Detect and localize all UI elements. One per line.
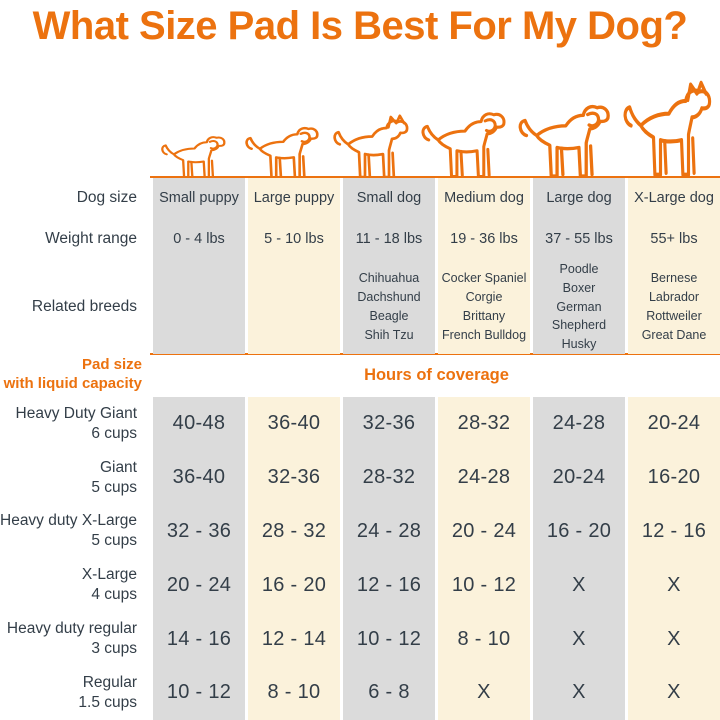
hours-cell: 32-36 [343,397,435,451]
hours-cell: X [628,612,720,666]
pad-capacity: 1.5 cups [78,693,137,711]
table-row-heavy-duty-regular: Heavy duty regular 3 cups 14 - 16 12 - 1… [0,612,720,666]
medium-dog-icon [421,112,506,179]
hours-cell: 20 - 24 [438,504,530,559]
page-title: What Size Pad Is Best For My Dog? [32,3,688,48]
pad-name: Giant [99,458,137,476]
hours-cell: 6 - 8 [343,665,435,720]
weight-cell: 19 - 36 lbs [438,218,530,260]
table-row-x-large: X-Large 4 cups 20 - 24 16 - 20 12 - 16 1… [0,558,720,613]
column-header-small-puppy: Small puppy [153,178,245,218]
hours-cell: X [628,558,720,613]
small-puppy-icon [161,136,226,180]
hours-cell: 40-48 [153,397,245,451]
hours-cell: X [533,558,625,613]
dog-illustrations-row [0,80,720,180]
column-header-large-dog: Large dog [533,178,625,218]
hours-cell: 28 - 32 [248,504,340,559]
row-header-weight-range: Weight range [45,230,137,247]
breeds-cell: Poodle Boxer German Shepherd Husky [533,260,625,354]
pad-name: Heavy duty X-Large [0,512,137,530]
hours-cell: X [533,665,625,720]
table-row-related-breeds: Related breeds Chihuahua Dachshund Beagl… [0,260,720,354]
table-row-heavy-duty-giant: Heavy Duty Giant 6 cups 40-48 36-40 32-3… [0,397,720,451]
pad-capacity: 4 cups [91,586,137,604]
pad-row-label: Heavy duty regular 3 cups [0,612,150,666]
hours-cell: 24-28 [438,450,530,505]
hours-cell: 24 - 28 [343,504,435,559]
hours-cell: 20-24 [628,397,720,451]
large-dog-icon [518,104,610,178]
breeds-cell: Bernese Labrador Rottweiler Great Dane [628,260,720,354]
row-header-related-breeds: Related breeds [31,297,137,315]
table-row-dog-size: Dog size Small puppy Large puppy Small d… [0,178,720,218]
hours-cell: 24-28 [533,397,625,451]
hours-cell: 28-32 [438,397,530,451]
x-large-dog-icon [623,80,712,177]
breeds-cell [153,260,245,354]
table-row-hours-header: Pad size with liquid capacity Hours of c… [0,353,720,397]
table-row-heavy-duty-x-large: Heavy duty X-Large 5 cups 32 - 36 28 - 3… [0,504,720,559]
hours-cell: 32-36 [248,450,340,505]
column-header-small-dog: Small dog [343,178,435,218]
hours-cell: 32 - 36 [153,504,245,559]
hours-cell: 10 - 12 [438,558,530,613]
weight-cell: 0 - 4 lbs [153,218,245,260]
hours-cell: 12 - 14 [248,612,340,666]
hours-cell: 14 - 16 [153,612,245,666]
column-header-medium-dog: Medium dog [438,178,530,218]
hours-cell: 20-24 [533,450,625,505]
hours-cell: 12 - 16 [628,504,720,559]
hours-cell: 28-32 [343,450,435,505]
column-header-x-large-dog: X-Large dog [628,178,720,218]
hours-cell: 36-40 [248,397,340,451]
hours-cell: 20 - 24 [153,558,245,613]
table-row-weight-range: Weight range 0 - 4 lbs 5 - 10 lbs 11 - 1… [0,218,720,260]
pad-name: X-Large [81,566,137,584]
large-puppy-icon [245,126,319,179]
hours-cell: 12 - 16 [343,558,435,613]
breeds-cell [248,260,340,354]
pad-name: Heavy Duty Giant [15,404,137,422]
ground-line [150,176,720,178]
pad-name: Regular [82,673,137,691]
breeds-cell: Chihuahua Dachshund Beagle Shih Tzu [343,260,435,354]
hours-cell: 8 - 10 [438,612,530,666]
pad-row-label: Giant 5 cups [0,451,150,505]
row-header-dog-size: Dog size [76,189,137,206]
pad-capacity: 6 cups [91,424,137,442]
pad-row-label: X-Large 4 cups [0,558,150,612]
pad-capacity: 3 cups [91,640,137,658]
section-divider-line [150,353,720,355]
pad-row-label: Regular 1.5 cups [0,666,150,720]
pad-size-header: Pad size with liquid capacity [3,356,142,392]
breeds-cell: Cocker Spaniel Corgie Brittany French Bu… [438,260,530,354]
hours-cell: 16 - 20 [533,504,625,559]
hours-cell: 8 - 10 [248,665,340,720]
pad-row-label: Heavy duty X-Large 5 cups [0,505,150,559]
weight-cell: 55+ lbs [628,218,720,260]
hours-cell: 16-20 [628,450,720,505]
pad-capacity: 5 cups [91,532,137,550]
hours-of-coverage-header: Hours of coverage [364,365,509,384]
size-comparison-table: Dog size Small puppy Large puppy Small d… [0,178,720,720]
table-row-giant: Giant 5 cups 36-40 32-36 28-32 24-28 20-… [0,450,720,505]
pad-row-label: Heavy Duty Giant 6 cups [0,397,150,451]
hours-cell: 36-40 [153,450,245,505]
small-dog-icon [333,114,409,179]
weight-cell: 5 - 10 lbs [248,218,340,260]
hours-cell: 10 - 12 [153,665,245,720]
weight-cell: 11 - 18 lbs [343,218,435,260]
hours-cell: X [533,612,625,666]
hours-cell: X [438,665,530,720]
pad-name: Heavy duty regular [6,619,137,637]
table-row-regular: Regular 1.5 cups 10 - 12 8 - 10 6 - 8 X … [0,665,720,720]
weight-cell: 37 - 55 lbs [533,218,625,260]
hours-cell: 10 - 12 [343,612,435,666]
column-header-large-puppy: Large puppy [248,178,340,218]
hours-cell: X [628,665,720,720]
pad-capacity: 5 cups [91,478,137,496]
hours-cell: 16 - 20 [248,558,340,613]
